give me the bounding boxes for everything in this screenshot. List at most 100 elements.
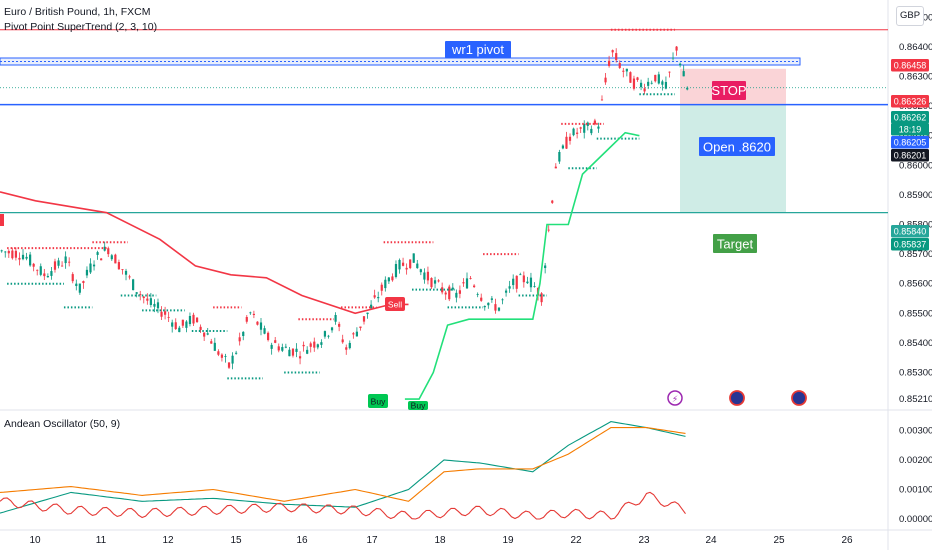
lightning-glyph: ⚡ bbox=[672, 394, 678, 404]
price-tag-text-7: 0.85837 bbox=[894, 240, 927, 250]
price-tag-4: 0.86205 bbox=[891, 136, 929, 149]
candle-body-140 bbox=[497, 307, 501, 311]
candle-body-193 bbox=[686, 87, 689, 90]
candle-158 bbox=[561, 144, 565, 150]
candle-body-12 bbox=[43, 273, 46, 277]
candle-body-22 bbox=[78, 283, 81, 293]
currency-button[interactable]: GBP bbox=[896, 6, 924, 26]
candle-182 bbox=[647, 77, 650, 90]
candle-139 bbox=[494, 298, 497, 314]
candle-21 bbox=[75, 279, 78, 291]
candle-49 bbox=[174, 318, 177, 331]
candle-100 bbox=[355, 327, 358, 337]
candle-body-25 bbox=[89, 263, 92, 273]
candle-body-67 bbox=[238, 337, 241, 342]
candle-176 bbox=[625, 68, 628, 77]
candle-75 bbox=[267, 331, 270, 342]
candle-body-148 bbox=[526, 281, 529, 284]
candle-body-46 bbox=[163, 311, 167, 315]
candle-body-41 bbox=[146, 298, 149, 301]
stop-label-bg bbox=[712, 81, 746, 100]
time-tick-label-0: 10 bbox=[29, 535, 41, 546]
candle-48 bbox=[171, 319, 174, 333]
price-tag-text-6: 0.85840 bbox=[894, 227, 927, 237]
time-tick-label-7: 19 bbox=[502, 535, 514, 546]
candle-body-109 bbox=[387, 277, 390, 282]
osc-tick-label-3: 0.00000 bbox=[899, 514, 932, 525]
candle-70 bbox=[249, 311, 252, 315]
candle-body-150 bbox=[533, 286, 536, 288]
candle-161 bbox=[572, 127, 575, 137]
candle-0 bbox=[0, 249, 3, 253]
osc-bull-line bbox=[0, 421, 686, 514]
candle-body-72 bbox=[256, 321, 259, 325]
candle-170 bbox=[604, 72, 607, 85]
supertrend-down-line bbox=[0, 191, 409, 315]
candle-149 bbox=[529, 272, 533, 293]
candle-body-57 bbox=[203, 332, 206, 337]
candle-body-5 bbox=[18, 257, 21, 260]
candle-54 bbox=[192, 312, 195, 326]
candle-107 bbox=[380, 282, 383, 296]
candle-body-94 bbox=[334, 314, 337, 322]
candle-body-122 bbox=[433, 280, 437, 284]
candle-123 bbox=[437, 279, 440, 283]
candle-body-104 bbox=[370, 304, 373, 309]
candle-184 bbox=[654, 74, 657, 83]
symbol-legend[interactable]: Euro / British Pound, 1h, FXCM bbox=[4, 6, 151, 18]
candle-body-35 bbox=[124, 270, 128, 275]
candle-body-106 bbox=[377, 297, 380, 299]
candle-body-101 bbox=[359, 326, 362, 329]
candle-168 bbox=[597, 122, 600, 133]
open-label: Open .8620 bbox=[703, 140, 771, 155]
candle-body-162 bbox=[576, 132, 579, 134]
candle-body-18 bbox=[64, 256, 67, 264]
candle-body-180 bbox=[639, 82, 643, 88]
candle-body-10 bbox=[36, 269, 39, 271]
candle-166 bbox=[590, 125, 593, 136]
candle-26 bbox=[92, 260, 96, 271]
candle-body-147 bbox=[522, 275, 525, 283]
candle-179 bbox=[636, 76, 639, 82]
candle-body-183 bbox=[650, 82, 653, 84]
oscillator-legend[interactable]: Andean Oscillator (50, 9) bbox=[4, 418, 121, 430]
candle-body-31 bbox=[110, 255, 113, 260]
candle-body-58 bbox=[206, 333, 209, 335]
candle-body-175 bbox=[622, 70, 625, 72]
target-label: Target bbox=[717, 237, 754, 252]
osc-tick-label-2: 0.00100 bbox=[899, 485, 932, 496]
candle-20 bbox=[71, 272, 74, 284]
candle-body-56 bbox=[199, 326, 202, 330]
candle-191 bbox=[679, 62, 682, 68]
candle-74 bbox=[263, 325, 266, 335]
candle-body-121 bbox=[430, 278, 433, 288]
candle-1 bbox=[4, 251, 7, 258]
candle-180 bbox=[639, 79, 643, 91]
candle-64 bbox=[227, 362, 231, 369]
candle-body-39 bbox=[139, 294, 142, 295]
supertrend-legend[interactable]: Pivot Point SuperTrend (2, 3, 10) bbox=[4, 21, 158, 33]
price-tick-label-5: 0.86000 bbox=[899, 160, 932, 171]
candle-160 bbox=[568, 133, 572, 145]
candle-body-13 bbox=[46, 276, 49, 278]
candle-body-179 bbox=[636, 77, 639, 80]
candle-body-9 bbox=[32, 263, 35, 267]
candle-body-113 bbox=[401, 262, 405, 266]
sell-signal-label: Sell bbox=[388, 300, 402, 310]
candle-body-66 bbox=[235, 352, 238, 354]
candle-162 bbox=[576, 127, 579, 139]
candle-body-63 bbox=[224, 356, 227, 357]
candle-body-189 bbox=[671, 57, 675, 59]
candle-body-52 bbox=[185, 321, 188, 328]
candle-18 bbox=[64, 251, 67, 269]
candle-body-191 bbox=[679, 63, 682, 66]
candle-109 bbox=[387, 276, 390, 284]
candle-body-80 bbox=[284, 346, 287, 348]
price-tag-text-0: 0.86458 bbox=[894, 61, 927, 71]
time-tick-label-9: 23 bbox=[638, 535, 650, 546]
candle-body-188 bbox=[668, 71, 671, 73]
candle-body-130 bbox=[462, 282, 465, 284]
candle-body-48 bbox=[171, 322, 174, 327]
candle-27 bbox=[96, 250, 99, 260]
